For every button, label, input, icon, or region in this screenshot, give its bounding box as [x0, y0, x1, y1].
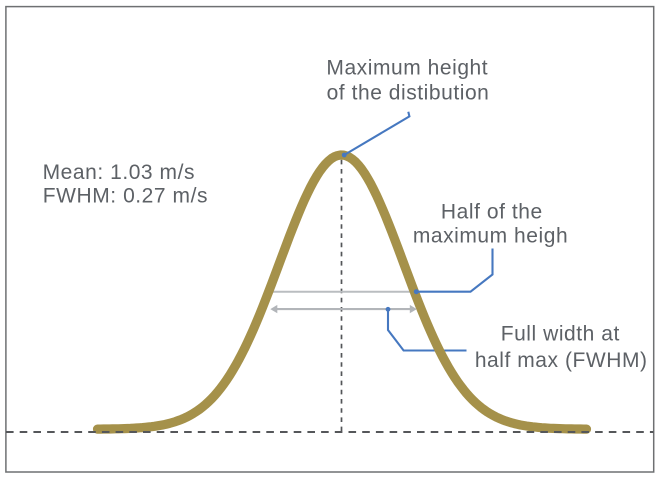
svg-text:Maximum height: Maximum height [326, 57, 488, 80]
svg-text:FWHM: 0.27 m/s: FWHM: 0.27 m/s [43, 185, 208, 208]
svg-text:of the distibution: of the distibution [327, 81, 490, 104]
svg-text:maximum heigh: maximum heigh [413, 225, 568, 248]
svg-text:Half of the: Half of the [441, 201, 543, 224]
svg-text:Mean: 1.03 m/s: Mean: 1.03 m/s [43, 161, 195, 184]
svg-text:half max (FWHM): half max (FWHM) [475, 349, 648, 372]
svg-text:Full width at: Full width at [501, 323, 620, 346]
